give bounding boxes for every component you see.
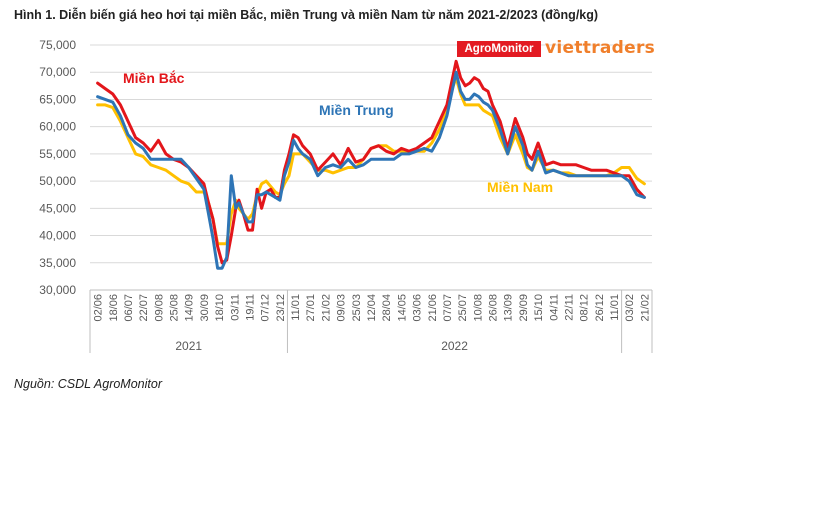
chart-title: Hình 1. Diễn biến giá heo hơi tại miền B… xyxy=(14,8,599,22)
x-tick-label: 08/12 xyxy=(579,294,591,322)
x-tick-label: 02/06 xyxy=(93,294,105,322)
x-tick-label: 30/09 xyxy=(199,294,211,322)
x-tick-label: 25/07 xyxy=(457,294,469,322)
x-tick-label: 25/03 xyxy=(351,294,363,322)
y-tick-label: 60,000 xyxy=(39,120,76,134)
series-label: Miền Nam xyxy=(487,179,553,195)
x-tick-label: 14/05 xyxy=(396,294,408,322)
series-label: Miền Bắc xyxy=(123,69,185,86)
x-tick-label: 22/07 xyxy=(138,294,150,322)
x-tick-label: 03/02 xyxy=(624,294,636,322)
x-tick-label: 04/11 xyxy=(548,294,560,321)
x-tick-label: 18/10 xyxy=(214,294,226,322)
y-tick-label: 40,000 xyxy=(39,229,76,243)
x-tick-label: 25/08 xyxy=(169,294,181,322)
source-note: Nguồn: CSDL AgroMonitor xyxy=(14,377,162,391)
x-tick-label: 03/06 xyxy=(412,294,424,322)
x-tick-label: 09/03 xyxy=(336,294,348,322)
x-tick-label: 19/11 xyxy=(244,294,256,321)
line-chart: 30,000 35,000 40,000 45,000 50,000 55,000 60,0… xyxy=(39,38,653,353)
y-tick-label: 55,000 xyxy=(39,147,76,161)
x-tick-label: 27/01 xyxy=(305,294,317,322)
x-tick-label: 21/02 xyxy=(320,294,332,322)
x-tick-label: 11/01 xyxy=(609,294,621,321)
agromonitor-logo: AgroMonitor xyxy=(457,41,541,57)
series-label: Miền Trung xyxy=(319,102,394,118)
y-tick-label: 70,000 xyxy=(39,65,76,79)
x-tick-label: 14/09 xyxy=(184,294,196,322)
x-tick-label: 13/09 xyxy=(503,294,515,322)
y-tick-label: 65,000 xyxy=(39,92,76,106)
x-tick-label: 07/07 xyxy=(442,294,454,322)
year-label: 2021 xyxy=(175,339,202,353)
y-tick-label: 30,000 xyxy=(39,283,76,297)
x-tick-label: 23/12 xyxy=(275,294,287,322)
x-tick-label: 15/10 xyxy=(533,294,545,322)
x-tick-label: 03/11 xyxy=(229,294,241,321)
agromonitor-logo-text: AgroMonitor xyxy=(464,43,534,55)
x-tick-label: 29/09 xyxy=(518,294,530,322)
y-tick-label: 75,000 xyxy=(39,38,76,52)
y-tick-label: 35,000 xyxy=(39,256,76,270)
x-tick-label: 12/04 xyxy=(366,294,378,322)
series-line-mien-bac xyxy=(96,59,646,265)
x-tick-label: 09/08 xyxy=(153,294,165,322)
x-tick-label: 06/07 xyxy=(123,294,135,322)
year-label: 2022 xyxy=(441,339,468,353)
y-tick-label: 45,000 xyxy=(39,201,76,215)
series-line-mien-trung xyxy=(96,70,646,270)
x-tick-label: 28/04 xyxy=(381,294,393,322)
x-tick-label: 21/06 xyxy=(427,294,439,322)
viettraders-logo: viettraders xyxy=(545,38,656,58)
x-tick-label: 10/08 xyxy=(472,294,484,322)
x-tick-label: 22/11 xyxy=(563,294,575,321)
x-tick-label: 18/06 xyxy=(108,294,120,322)
x-tick-label: 21/02 xyxy=(639,294,651,322)
y-tick-label: 50,000 xyxy=(39,174,76,188)
x-tick-label: 07/12 xyxy=(260,294,272,322)
x-tick-label: 11/01 xyxy=(290,294,302,321)
x-tick-label: 26/08 xyxy=(488,294,500,322)
x-tick-label: 26/12 xyxy=(594,294,606,322)
